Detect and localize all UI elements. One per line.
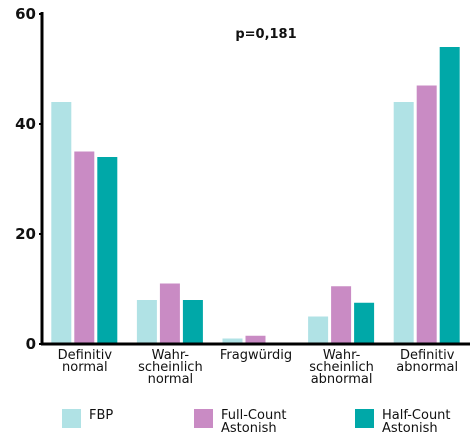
bar: [393, 102, 414, 344]
x-tick-label: normal: [148, 372, 194, 387]
x-tick-label: Definitiv: [58, 348, 113, 363]
x-tick-label: Fragwürdig: [220, 348, 292, 363]
y-tick-label: 0: [26, 335, 36, 353]
bar: [222, 338, 243, 344]
plot: p=0,181 0204060DefinitivnormalWahr-schei…: [15, 5, 470, 387]
legend-label: FBP: [89, 408, 114, 423]
legend-item: Full-Count Astonish: [194, 409, 296, 435]
bar: [159, 283, 180, 344]
x-tick-label: normal: [62, 360, 108, 375]
bar: [308, 316, 329, 344]
bar: [331, 286, 352, 344]
x-tick-label: scheinlich: [138, 360, 203, 375]
bar: [354, 302, 375, 344]
bar: [416, 85, 437, 344]
y-tick-label: 20: [15, 225, 36, 243]
bar: [136, 300, 157, 344]
bar: [439, 47, 460, 344]
bar: [182, 300, 203, 344]
x-tick-label: Wahr-: [152, 348, 190, 363]
legend-label: Full-Count Astonish: [221, 408, 287, 436]
bar: [245, 335, 266, 344]
legend-label: Half-Count Astonish: [382, 408, 451, 436]
legend-item: FBP: [62, 409, 164, 428]
x-tick-label: abnormal: [396, 360, 458, 375]
legend-item: Half-Count Astonish: [355, 409, 457, 435]
legend-swatch: [62, 409, 81, 428]
x-tick-label: Wahr-: [323, 348, 361, 363]
y-tick-label: 60: [15, 5, 36, 23]
y-tick-label: 40: [15, 115, 36, 133]
bar: [51, 102, 72, 344]
x-tick-label: Definitiv: [400, 348, 455, 363]
x-tick-label: abnormal: [311, 372, 373, 387]
bar: [97, 157, 118, 344]
legend-swatch: [194, 409, 213, 428]
legend-swatch: [355, 409, 374, 428]
x-tick-label: scheinlich: [309, 360, 374, 375]
annotation: p=0,181: [235, 27, 296, 42]
bar: [74, 151, 95, 344]
